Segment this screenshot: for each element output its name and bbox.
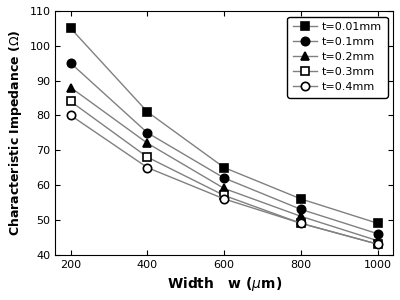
t=0.3mm xyxy=(68,100,73,103)
Y-axis label: Characteristic Impedance ($\Omega$): Characteristic Impedance ($\Omega$) xyxy=(7,29,24,236)
Line: t=0.2mm: t=0.2mm xyxy=(66,83,382,245)
Line: t=0.4mm: t=0.4mm xyxy=(66,111,382,248)
t=0.4mm xyxy=(145,166,150,169)
Legend: t=0.01mm, t=0.1mm, t=0.2mm, t=0.3mm, t=0.4mm: t=0.01mm, t=0.1mm, t=0.2mm, t=0.3mm, t=0… xyxy=(287,16,388,98)
t=0.1mm xyxy=(375,232,380,236)
Line: t=0.1mm: t=0.1mm xyxy=(66,59,382,238)
t=0.4mm xyxy=(375,242,380,246)
t=0.1mm xyxy=(298,208,303,211)
t=0.01mm xyxy=(375,221,380,225)
t=0.01mm xyxy=(145,110,150,114)
t=0.3mm xyxy=(222,194,227,197)
t=0.1mm xyxy=(222,176,227,180)
t=0.4mm xyxy=(298,221,303,225)
t=0.2mm xyxy=(145,141,150,145)
t=0.2mm xyxy=(68,86,73,89)
Line: t=0.3mm: t=0.3mm xyxy=(66,97,382,248)
t=0.1mm xyxy=(68,61,73,65)
t=0.3mm xyxy=(375,242,380,246)
t=0.2mm xyxy=(298,214,303,218)
t=0.2mm xyxy=(222,187,227,190)
t=0.01mm xyxy=(222,166,227,169)
t=0.4mm xyxy=(222,197,227,201)
t=0.3mm xyxy=(298,221,303,225)
t=0.3mm xyxy=(145,155,150,159)
t=0.01mm xyxy=(68,27,73,30)
X-axis label: Width   w ($\mu$m): Width w ($\mu$m) xyxy=(166,275,282,293)
t=0.4mm xyxy=(68,114,73,117)
t=0.2mm xyxy=(375,239,380,242)
Line: t=0.01mm: t=0.01mm xyxy=(66,24,382,227)
t=0.1mm xyxy=(145,131,150,135)
t=0.01mm xyxy=(298,197,303,201)
